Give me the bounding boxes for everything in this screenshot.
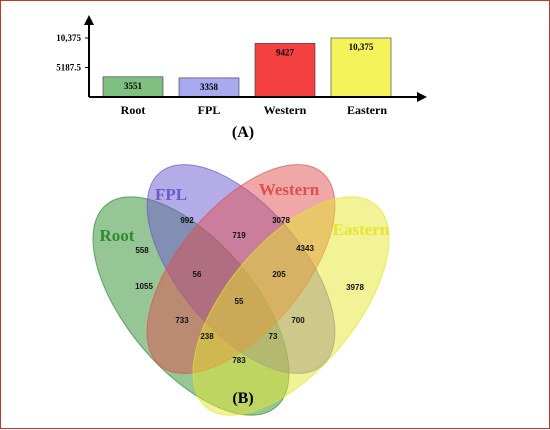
venn-region-label: 3978 [346, 283, 364, 292]
venn-region-label: 992 [180, 216, 194, 225]
venn-ellipses [92, 164, 390, 416]
venn-set-label-western: Western [259, 180, 320, 199]
venn-region-label: 783 [232, 356, 246, 365]
category-label-fpl: FPL [198, 103, 221, 117]
venn-region-label: 719 [232, 231, 246, 240]
venn-region-label: 733 [175, 316, 189, 325]
bar-value-label: 3358 [200, 82, 219, 92]
y-tick-labels: 5187.5 10,375 [56, 33, 89, 73]
venn-set-label-fpl: FPL [155, 185, 187, 204]
venn-region-label: 700 [291, 316, 305, 325]
category-label-eastern: Eastern [347, 103, 387, 117]
venn-diagram: 992 3078 558 719 4343 1055 56 205 3978 55 733 700 23… [92, 164, 390, 416]
venn-region-label: 205 [272, 270, 286, 279]
venn-region-label: 73 [269, 332, 278, 341]
venn-set-labels: Root FPL Western Eastern [100, 180, 390, 245]
venn-region-label: 56 [193, 270, 202, 279]
category-labels: Root FPL Western Eastern [121, 103, 388, 117]
venn-set-label-eastern: Eastern [333, 220, 390, 239]
category-label-root: Root [121, 103, 146, 117]
y-tick-label: 5187.5 [56, 63, 81, 73]
category-label-western: Western [264, 103, 307, 117]
venn-set-label-root: Root [100, 226, 135, 245]
bar-value-label: 9427 [276, 47, 295, 57]
bar-value-labels: 3551 3358 9427 10,375 [124, 42, 374, 92]
bars-group [102, 37, 392, 98]
venn-region-label: 1055 [135, 282, 153, 291]
y-tick-label: 10,375 [56, 33, 81, 43]
panel-label-b: (B) [232, 390, 253, 407]
panel-label-a: (A) [232, 124, 254, 141]
venn-region-label: 558 [135, 246, 149, 255]
venn-ellipse-eastern [192, 196, 390, 416]
venn-region-label: 3078 [272, 216, 290, 225]
venn-region-label: 238 [200, 332, 214, 341]
bar-eastern [330, 37, 392, 98]
venn-region-label: 4343 [296, 244, 314, 253]
bar-value-label: 10,375 [349, 42, 374, 52]
venn-region-labels: 992 3078 558 719 4343 1055 56 205 3978 55 733 700 23… [135, 216, 364, 365]
venn-region-label: 55 [235, 297, 244, 306]
bar-chart: 3551 3358 9427 10,375 Root FPL Western Eastern… [56, 15, 427, 141]
bar-value-label: 3551 [124, 81, 143, 91]
